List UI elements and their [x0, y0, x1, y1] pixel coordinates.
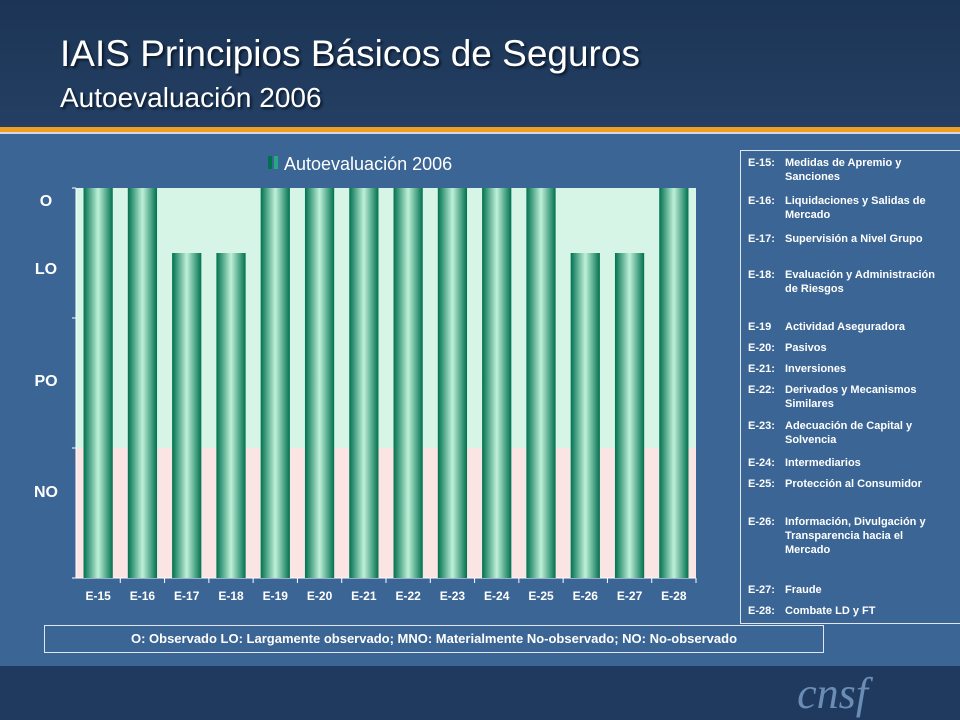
cnsf-logo: cnsf — [797, 669, 868, 718]
criteria-code: E-20: — [748, 342, 775, 354]
criteria-description: Inversiones — [785, 363, 847, 375]
x-tick-label: E-16 — [130, 589, 156, 603]
criteria-description: Información, Divulgación y Transparencia… — [785, 516, 926, 556]
criteria-code: E-25: — [748, 478, 775, 490]
x-tick-label: E-23 — [440, 589, 466, 603]
criteria-description: Supervisión a Nivel Grupo — [785, 233, 923, 245]
criteria-code: E-19 — [748, 321, 772, 333]
criteria-description: Fraude — [785, 584, 822, 596]
bar-e-24 — [482, 188, 512, 578]
band-upper — [76, 188, 696, 448]
y-level-po: PO — [34, 373, 58, 390]
criteria-code: E-24: — [748, 457, 775, 469]
criteria-description: Liquidaciones y Salidas de Mercado — [785, 195, 926, 221]
band-lower — [76, 448, 696, 578]
x-tick-label: E-27 — [617, 589, 643, 603]
legend-swatch — [268, 156, 272, 169]
criteria-description: Intermediarios — [785, 457, 861, 469]
legend-label: Autoevaluación 2006 — [284, 154, 452, 174]
y-level-o: O — [39, 193, 53, 210]
criteria-code: E-27: — [748, 584, 775, 596]
criteria-description: Protección al Consumidor — [785, 478, 922, 490]
chart-legend: Autoevaluación 2006 — [268, 154, 452, 174]
criteria-code: E-15: — [748, 157, 775, 169]
x-tick-label: E-20 — [307, 589, 333, 603]
criteria-description: Adecuación de Capital y Solvencia — [785, 420, 913, 446]
x-tick-label: E-15 — [85, 589, 111, 603]
bar-e-27 — [614, 253, 645, 578]
page-title: IAIS Principios Básicos de Seguros — [60, 33, 640, 74]
bar-e-26 — [570, 253, 600, 578]
x-tick-label: E-25 — [528, 589, 554, 603]
y-level-no: NO — [34, 484, 58, 501]
bar-e-15 — [83, 188, 113, 578]
bar-e-23 — [437, 188, 468, 578]
bar-e-16 — [127, 188, 158, 578]
criteria-description: Evaluación y Administración de Riesgos — [785, 269, 935, 295]
divider-line — [0, 132, 960, 134]
criteria-legend-box — [740, 150, 960, 624]
criteria-code: E-17: — [748, 233, 775, 245]
criteria-code: E-21: — [748, 363, 775, 375]
bar-e-20 — [304, 188, 335, 578]
bar-e-19 — [260, 188, 290, 578]
bar-e-18 — [216, 253, 246, 578]
criteria-description: Medidas de Apremio y Sanciones — [785, 157, 902, 183]
x-tick-label: E-21 — [351, 589, 377, 603]
x-tick-label: E-22 — [395, 589, 421, 603]
x-tick-label: E-19 — [263, 589, 289, 603]
bar-e-28 — [659, 188, 689, 578]
bar-e-21 — [349, 188, 379, 578]
x-tick-label: E-18 — [218, 589, 244, 603]
bar-chart: Autoevaluación 2006 E-15 E-16 E-17 E-18 E-19… — [72, 154, 697, 603]
plot-area: E-15 E-16 E-17 E-18 E-19 E-20 E-21 E-22 E-23 E-24… — [72, 187, 697, 603]
bar-e-22 — [393, 188, 423, 578]
legend-swatch-2 — [274, 156, 278, 169]
accent-divider — [0, 127, 960, 132]
criteria-code: E-26: — [748, 516, 775, 528]
bar-e-25 — [526, 188, 556, 578]
bar-e-17 — [172, 253, 202, 578]
header-bar: IAIS Principios Básicos de Seguros Autoe… — [0, 0, 960, 128]
criteria-code: E-28: — [748, 605, 775, 617]
abbreviation-note: O: Observado LO: Largamente observado; M… — [44, 625, 824, 653]
criteria-description: Combate LD y FT — [785, 605, 876, 617]
x-tick-label: E-28 — [661, 589, 687, 603]
x-tick-label: E-17 — [174, 589, 200, 603]
x-tick-label: E-26 — [573, 589, 599, 603]
x-tick-label: E-24 — [484, 589, 510, 603]
page-subtitle: Autoevaluación 2006 — [60, 82, 322, 113]
criteria-description: Derivados y Mecanismos Similares — [785, 384, 917, 410]
criteria-description: Pasivos — [785, 342, 827, 354]
criteria-code: E-22: — [748, 384, 775, 396]
criteria-code: E-16: — [748, 195, 775, 207]
criteria-code: E-23: — [748, 420, 775, 432]
y-level-lo: LO — [34, 261, 58, 278]
criteria-code: E-18: — [748, 269, 775, 281]
criteria-description: Actividad Aseguradora — [785, 321, 906, 333]
footer-bar — [0, 666, 960, 720]
